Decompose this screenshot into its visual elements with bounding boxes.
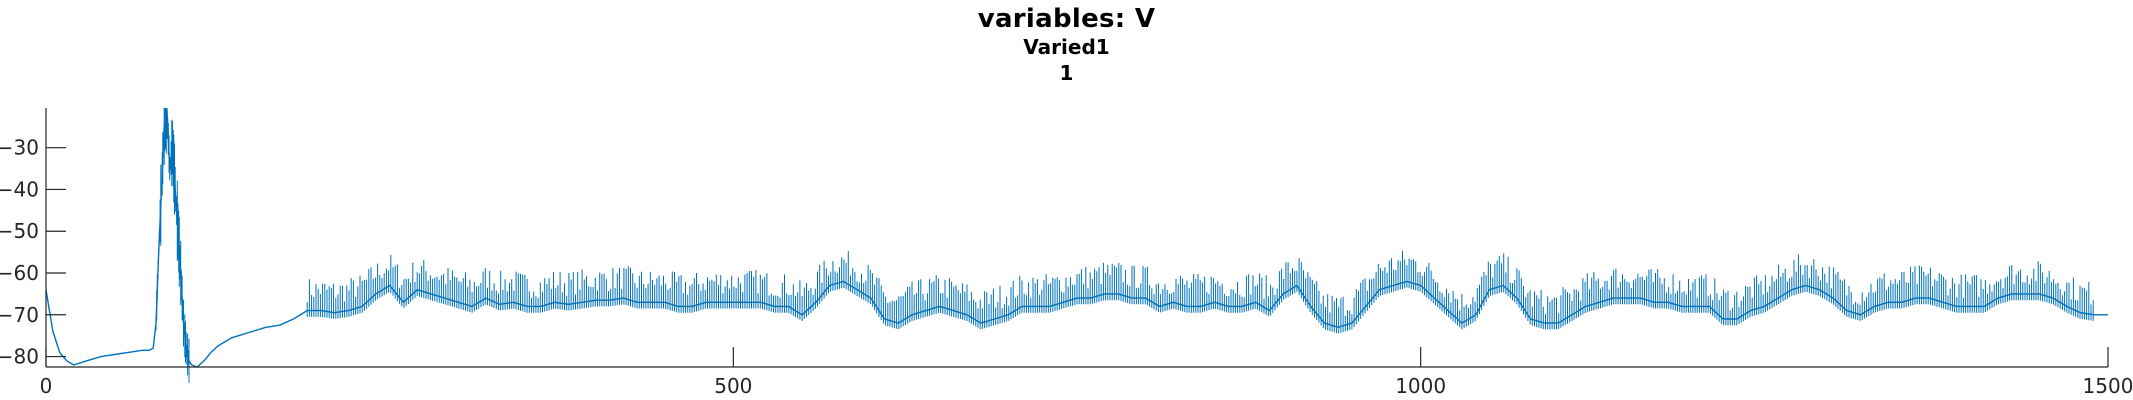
spike-bursts xyxy=(155,108,2094,383)
x-tick-label-1000: 1000 xyxy=(1395,374,1446,398)
x-axis-ticks: 0 500 1000 1500 xyxy=(40,347,2133,398)
y-tick-label--80: −80 xyxy=(0,345,39,369)
x-tick-label-500: 500 xyxy=(714,374,752,398)
panel-label: 1 xyxy=(1059,61,1074,85)
y-tick-label--30: −30 xyxy=(0,136,39,160)
chart-title: variables: V xyxy=(977,4,1156,34)
y-tick-label--40: −40 xyxy=(0,177,39,201)
series-line-layer xyxy=(45,109,2108,368)
y-tick-label--70: −70 xyxy=(0,303,39,327)
chart-subtitle: Varied1 xyxy=(1023,35,1110,59)
x-tick-label-1500: 1500 xyxy=(2083,374,2133,398)
title-block: variables: V Varied1 1 xyxy=(0,4,2133,86)
y-axis-ticks: −80 −70 −60 −50 −40 −30 xyxy=(0,136,66,369)
axes xyxy=(45,108,2108,368)
y-tick-label--50: −50 xyxy=(0,219,39,243)
series-line xyxy=(45,109,2108,368)
spike-layer xyxy=(155,108,2094,383)
y-tick-label--60: −60 xyxy=(0,261,39,285)
x-tick-label-0: 0 xyxy=(40,374,53,398)
